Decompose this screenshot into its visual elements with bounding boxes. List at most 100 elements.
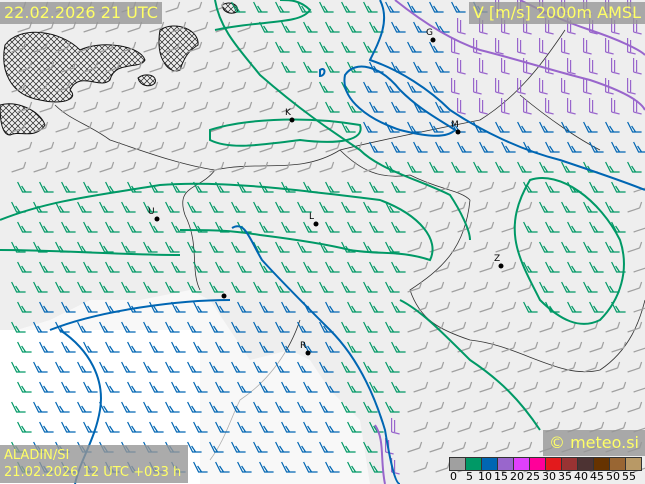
wind-barb (611, 181, 626, 193)
wind-barb (143, 121, 159, 133)
wind-barb (611, 98, 620, 115)
legend-swatch (625, 457, 642, 471)
legend-tick-label: 0 (450, 470, 457, 483)
wind-barb (215, 181, 230, 193)
wind-barb (545, 181, 560, 193)
wind-barb (83, 381, 98, 393)
wind-barb (583, 121, 598, 133)
wind-barb (171, 61, 187, 73)
wind-barb (413, 21, 428, 33)
wind-barb (77, 121, 93, 133)
wind-barb (363, 401, 378, 413)
wind-barb (451, 281, 467, 293)
wind-barb (281, 461, 296, 473)
wind-barb (495, 281, 511, 293)
wind-barb (55, 201, 70, 213)
wind-barb (545, 221, 560, 233)
wind-barb (369, 421, 384, 433)
wind-barb (61, 181, 76, 193)
wind-barb (259, 421, 274, 433)
wind-barb (435, 141, 450, 153)
wind-barb (567, 141, 582, 153)
wind-barb (567, 261, 582, 273)
wind-barb (369, 301, 384, 313)
wind-barb (193, 261, 208, 273)
wind-barb (319, 201, 334, 213)
wind-barb (187, 121, 203, 133)
wind-barb (83, 101, 99, 113)
wind-barb (457, 301, 473, 313)
wind-barb (605, 321, 621, 333)
wind-barb (627, 281, 643, 293)
wind-barb (149, 381, 164, 393)
wind-barb (17, 101, 33, 113)
wind-barb (77, 201, 92, 213)
wind-barb (55, 161, 71, 173)
wind-barb (517, 38, 526, 55)
wind-barb (275, 241, 290, 253)
wind-barb (451, 321, 467, 333)
wind-barb (473, 401, 489, 413)
wind-barb (627, 78, 636, 95)
wind-barb (77, 81, 93, 93)
wind-barb (319, 161, 335, 173)
wind-barb (429, 1, 444, 13)
wind-barb (171, 261, 186, 273)
wind-barb (605, 361, 621, 373)
legend-swatch (497, 457, 514, 471)
wind-barb (55, 121, 71, 133)
wind-barb (457, 381, 473, 393)
wind-barb (473, 281, 489, 293)
wind-barb (457, 261, 473, 273)
wind-barb (495, 38, 504, 55)
wind-barb (633, 387, 645, 393)
wind-barb (363, 361, 378, 373)
wind-barb (363, 441, 378, 453)
wind-barb (429, 401, 445, 413)
wind-barb (589, 261, 604, 273)
wind-barb (99, 81, 115, 93)
wind-barb (341, 1, 356, 13)
wind-barb (633, 58, 642, 75)
wind-barb (517, 441, 533, 453)
wind-barb (165, 161, 181, 173)
wind-barb (121, 241, 136, 253)
wind-barb (209, 401, 224, 413)
wind-barb (77, 41, 93, 53)
wind-barb (627, 401, 643, 413)
wind-barb (539, 121, 554, 133)
wind-barb (633, 347, 645, 353)
wind-barb (127, 381, 142, 393)
wind-barb (457, 141, 472, 153)
wind-barb (187, 441, 202, 453)
wind-barb (105, 341, 120, 353)
wind-barb (369, 221, 384, 233)
wind-barb (17, 221, 32, 233)
wind-barb (121, 401, 136, 413)
wind-barb (303, 421, 318, 433)
wind-barb (297, 81, 313, 93)
wind-barb (369, 381, 384, 393)
wind-barb (545, 261, 560, 273)
wind-barb (187, 41, 203, 53)
wind-barb (517, 401, 533, 413)
wind-barb (407, 441, 423, 453)
wind-barb (501, 341, 517, 353)
wind-barb (325, 301, 340, 313)
wind-barb (341, 441, 356, 453)
wind-barb (539, 78, 548, 95)
parameter-title: V [m/s] 2000m AMSL (468, 2, 645, 24)
wind-barb (193, 21, 209, 33)
wind-barb (61, 301, 76, 313)
model-name: ALADIN/SI (4, 448, 70, 463)
wind-barb (237, 461, 252, 473)
wind-barb (165, 321, 180, 333)
wind-barb (347, 61, 362, 73)
wind-barb (539, 321, 555, 333)
wind-barb (231, 41, 247, 53)
wind-barb (583, 78, 592, 95)
wind-barb (545, 381, 561, 393)
wind-barb (633, 307, 645, 313)
wind-barb (171, 141, 187, 153)
color-legend (449, 457, 642, 471)
